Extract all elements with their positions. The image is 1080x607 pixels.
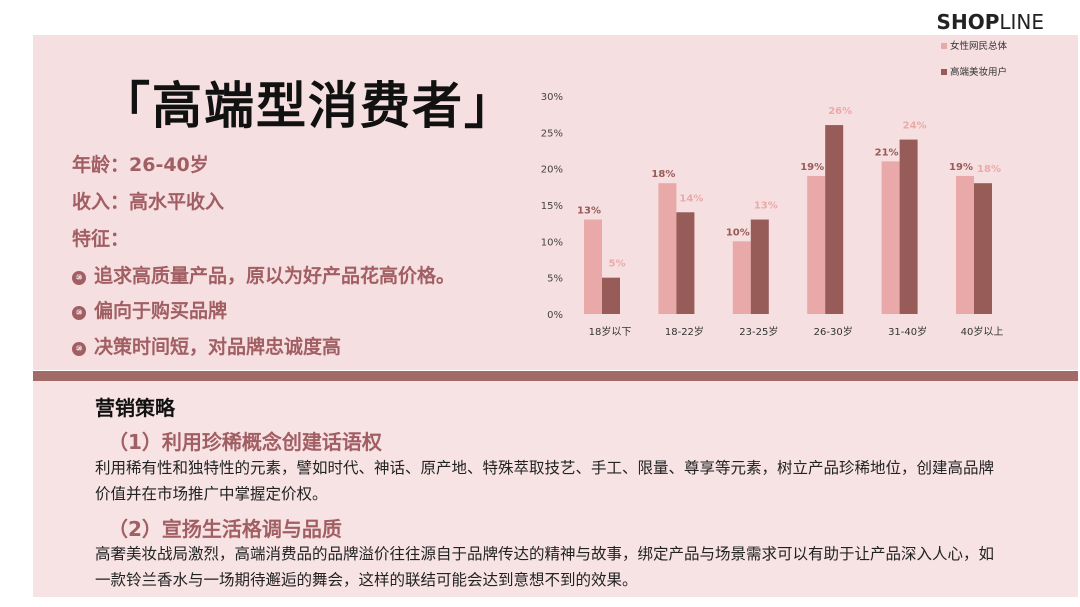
data-label: 24% <box>903 121 927 132</box>
age-text: 年龄：26-40岁 <box>72 154 209 176</box>
data-label: 10% <box>726 227 750 238</box>
bar <box>956 175 974 314</box>
y-tick-label: 30% <box>541 92 563 103</box>
bar <box>676 212 695 314</box>
data-label: 26% <box>828 106 852 117</box>
y-tick-label: 10% <box>541 237 563 248</box>
feature-item: ⑩ 偏向于购买品牌 <box>72 296 227 323</box>
y-tick-label: 20% <box>541 165 563 176</box>
y-tick-label: 15% <box>541 201 563 212</box>
feature-item: ⑩ 追求高质量产品，原以为好产品花高价格。 <box>72 261 455 288</box>
data-label: 19% <box>949 162 973 173</box>
bar <box>825 125 844 314</box>
y-tick-label: 0% <box>547 310 563 321</box>
x-tick-label: 18-22岁 <box>665 325 704 338</box>
data-label: 19% <box>800 162 824 173</box>
bar <box>750 219 769 314</box>
strategy-text: 高奢美妆战局激烈，高端消费品的品牌溢价往往源自于品牌传达的精神与故事，绑定产品与… <box>95 545 995 589</box>
x-tick-label: 40岁以上 <box>961 325 1004 338</box>
bar <box>974 183 992 314</box>
bar <box>732 241 751 314</box>
legend-label: 女性网民总体 <box>950 40 1008 52</box>
data-label: 5% <box>609 259 626 270</box>
divider-band <box>33 371 1078 381</box>
legend-label: 高端美妆用户 <box>950 66 1007 78</box>
shopline-logo: SHOPLINE <box>936 10 1044 34</box>
data-label: 18% <box>977 164 1001 175</box>
bar <box>899 139 918 314</box>
data-label: 18% <box>651 169 675 180</box>
bar <box>881 161 900 314</box>
income-text: 收入：高水平收入 <box>72 191 225 213</box>
data-label: 21% <box>875 147 899 158</box>
bullet-icon: ⑩ <box>72 271 86 285</box>
feature-item: ⑩ 决策时间短，对品牌忠诚度高 <box>72 332 341 359</box>
strategy-panel <box>33 381 1078 597</box>
legend-swatch <box>941 69 947 75</box>
bar <box>658 183 677 314</box>
data-label: 13% <box>577 206 601 217</box>
strategy-text: 利用稀有性和独特性的元素，譬如时代、神话、原产地、特殊萃取技艺、手工、限量、尊享… <box>95 459 995 503</box>
features-label: 特征： <box>72 228 130 250</box>
page-title: 「高端型消费者」 <box>100 77 516 135</box>
x-tick-label: 23-25岁 <box>739 325 778 338</box>
bullet-icon: ⑩ <box>72 342 86 356</box>
strategy-title: （1）利用珍稀概念创建话语权 <box>108 430 382 454</box>
strategy-title: （2）宣扬生活格调与品质 <box>108 517 342 541</box>
bar <box>807 175 826 314</box>
data-label: 13% <box>754 201 778 212</box>
x-tick-label: 31-40岁 <box>888 325 927 338</box>
bar <box>584 219 602 314</box>
x-tick-label: 18岁以下 <box>589 325 632 338</box>
y-tick-label: 5% <box>547 274 563 285</box>
x-tick-label: 26-30岁 <box>814 325 853 338</box>
y-tick-label: 25% <box>541 128 563 139</box>
legend-swatch <box>941 43 947 49</box>
bullet-icon: ⑩ <box>72 306 86 320</box>
bar <box>602 277 620 314</box>
data-label: 14% <box>679 193 703 204</box>
strategy-heading: 营销策略 <box>95 396 175 420</box>
